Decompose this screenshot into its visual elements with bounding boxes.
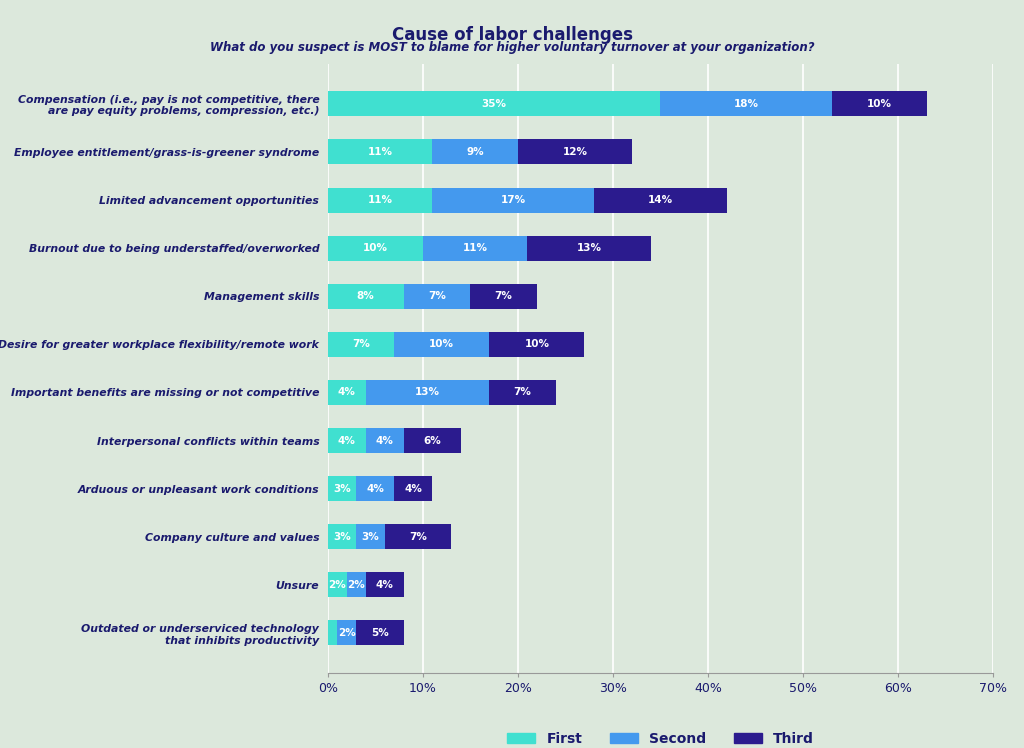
Bar — [328, 476, 356, 501]
Bar — [366, 428, 403, 453]
Text: 17%: 17% — [501, 195, 525, 205]
Text: 14%: 14% — [648, 195, 673, 205]
Text: 11%: 11% — [463, 243, 487, 253]
Bar — [328, 139, 432, 165]
Text: 11%: 11% — [368, 147, 392, 157]
Text: 10%: 10% — [429, 340, 455, 349]
Bar — [356, 476, 394, 501]
Bar — [489, 332, 585, 357]
Text: 7%: 7% — [352, 340, 370, 349]
Text: 4%: 4% — [404, 484, 422, 494]
Text: 5%: 5% — [371, 628, 389, 638]
Bar — [328, 236, 423, 260]
Text: 9%: 9% — [466, 147, 484, 157]
Text: 10%: 10% — [866, 99, 892, 108]
Bar — [328, 572, 347, 598]
Bar — [394, 332, 489, 357]
Legend: First, Second, Third: First, Second, Third — [502, 726, 819, 748]
Text: 7%: 7% — [514, 387, 531, 397]
Bar — [403, 283, 470, 309]
Bar — [385, 524, 452, 549]
Text: 7%: 7% — [428, 291, 446, 301]
Bar — [366, 572, 403, 598]
Text: 3%: 3% — [361, 532, 379, 542]
Text: 6%: 6% — [423, 435, 441, 446]
Bar — [328, 524, 356, 549]
Text: 4%: 4% — [367, 484, 384, 494]
Bar — [328, 621, 337, 646]
Bar — [403, 428, 461, 453]
Bar — [328, 428, 366, 453]
Text: Cause of labor challenges: Cause of labor challenges — [391, 26, 633, 44]
Text: 18%: 18% — [733, 99, 759, 108]
Text: What do you suspect is MOST to blame for higher voluntary turnover at your organ: What do you suspect is MOST to blame for… — [210, 41, 814, 54]
Text: 8%: 8% — [356, 291, 375, 301]
Bar — [594, 188, 727, 212]
Text: 12%: 12% — [562, 147, 588, 157]
Text: 13%: 13% — [577, 243, 602, 253]
Bar — [347, 572, 366, 598]
Bar — [328, 188, 432, 212]
Text: 11%: 11% — [368, 195, 392, 205]
Bar — [328, 283, 403, 309]
Text: 3%: 3% — [333, 484, 351, 494]
Text: 7%: 7% — [409, 532, 427, 542]
Bar — [470, 283, 537, 309]
Text: 13%: 13% — [415, 387, 440, 397]
Text: 2%: 2% — [329, 580, 346, 590]
Text: 2%: 2% — [338, 628, 355, 638]
Bar — [423, 236, 527, 260]
Bar — [489, 380, 556, 405]
Bar — [328, 332, 394, 357]
Bar — [527, 236, 651, 260]
Bar — [831, 91, 927, 116]
Bar — [337, 621, 356, 646]
Text: 4%: 4% — [338, 435, 355, 446]
Bar — [518, 139, 632, 165]
Text: 4%: 4% — [338, 387, 355, 397]
Bar — [328, 91, 660, 116]
Text: 3%: 3% — [333, 532, 351, 542]
Text: 10%: 10% — [362, 243, 388, 253]
Bar — [366, 380, 489, 405]
Bar — [394, 476, 432, 501]
Bar — [328, 380, 366, 405]
Bar — [660, 91, 831, 116]
Bar — [432, 139, 518, 165]
Bar — [432, 188, 594, 212]
Bar — [356, 621, 403, 646]
Text: 10%: 10% — [524, 340, 549, 349]
Text: 7%: 7% — [495, 291, 513, 301]
Text: 35%: 35% — [481, 99, 507, 108]
Text: 2%: 2% — [347, 580, 366, 590]
Bar — [356, 524, 385, 549]
Text: 4%: 4% — [376, 435, 393, 446]
Text: 4%: 4% — [376, 580, 393, 590]
